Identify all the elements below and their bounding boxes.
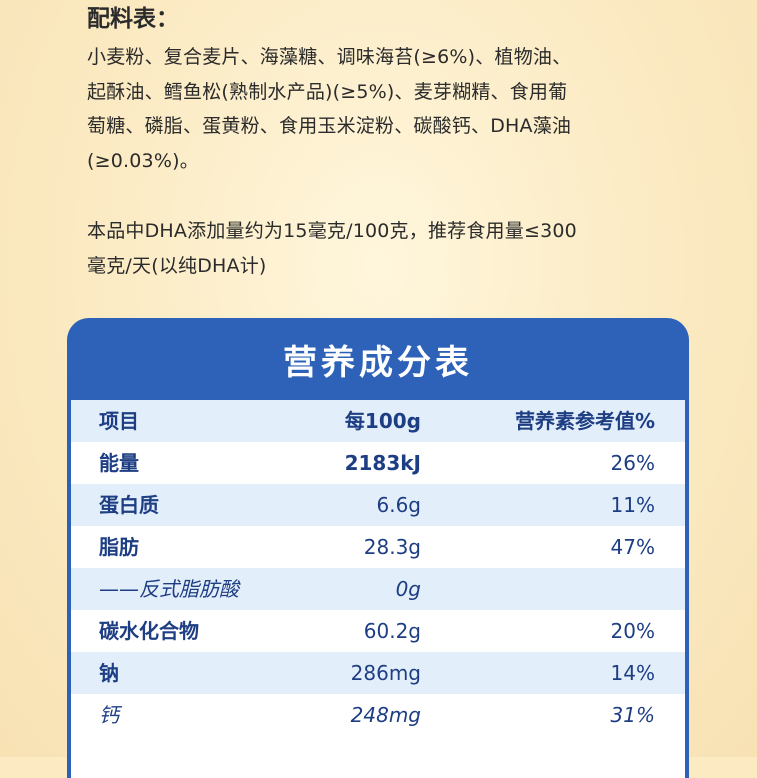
table-row: 钙 248mg 31%	[71, 694, 685, 736]
row-nrv: 47%	[610, 535, 655, 559]
row-nrv: 31%	[610, 703, 655, 727]
row-per100g: 28.3g	[363, 535, 421, 559]
row-nrv: 26%	[610, 451, 655, 475]
row-per100g: 0g	[395, 577, 421, 601]
row-per100g: 286mg	[350, 661, 421, 685]
row-per100g: 60.2g	[363, 619, 421, 643]
row-nrv: 20%	[610, 619, 655, 643]
row-item: 蛋白质	[99, 493, 159, 517]
table-row: 钠 286mg 14%	[71, 652, 685, 694]
ingredients-list: 小麦粉、复合麦片、海藻糖、调味海苔(≥6%)、植物油、 起酥油、鳕鱼松(熟制水产…	[87, 46, 572, 172]
row-item: 碳水化合物	[99, 619, 199, 643]
table-row: 蛋白质 6.6g 11%	[71, 484, 685, 526]
row-item: 钙	[99, 703, 119, 727]
table-row: 碳水化合物 60.2g 20%	[71, 610, 685, 652]
nutrition-title: 营养成分表	[283, 342, 473, 383]
row-per100g: 6.6g	[376, 493, 421, 517]
row-per100g: 2183kJ	[344, 451, 421, 475]
table-row: 脂肪 28.3g 47%	[71, 526, 685, 568]
row-item: 能量	[99, 451, 139, 475]
header-nrv: 营养素参考值%	[514, 409, 655, 433]
nutrition-panel: 营养成分表 项目 每100g 营养素参考值% 能量 2183kJ 26% 蛋白质…	[67, 318, 689, 778]
header-item: 项目	[99, 409, 139, 433]
ingredients-section: 配料表： 小麦粉、复合麦片、海藻糖、调味海苔(≥6%)、植物油、 起酥油、鳕鱼松…	[87, 2, 687, 283]
row-item: ——反式脂肪酸	[99, 577, 239, 601]
row-per100g: 248mg	[350, 703, 421, 727]
table-row: ——反式脂肪酸 0g	[71, 568, 685, 610]
header-per100g: 每100g	[344, 409, 421, 433]
dha-note: 本品中DHA添加量约为15毫克/100克，推荐食用量≤300 毫克/天(以纯DH…	[87, 220, 577, 277]
table-row: 能量 2183kJ 26%	[71, 442, 685, 484]
row-nrv: 11%	[610, 493, 655, 517]
table-header-row: 项目 每100g 营养素参考值%	[71, 400, 685, 442]
nutrition-table: 项目 每100g 营养素参考值% 能量 2183kJ 26% 蛋白质 6.6g …	[71, 400, 685, 778]
row-nrv: 14%	[610, 661, 655, 685]
ingredients-title: 配料表：	[87, 6, 179, 32]
row-item: 钠	[99, 661, 119, 685]
row-item: 脂肪	[99, 535, 139, 559]
